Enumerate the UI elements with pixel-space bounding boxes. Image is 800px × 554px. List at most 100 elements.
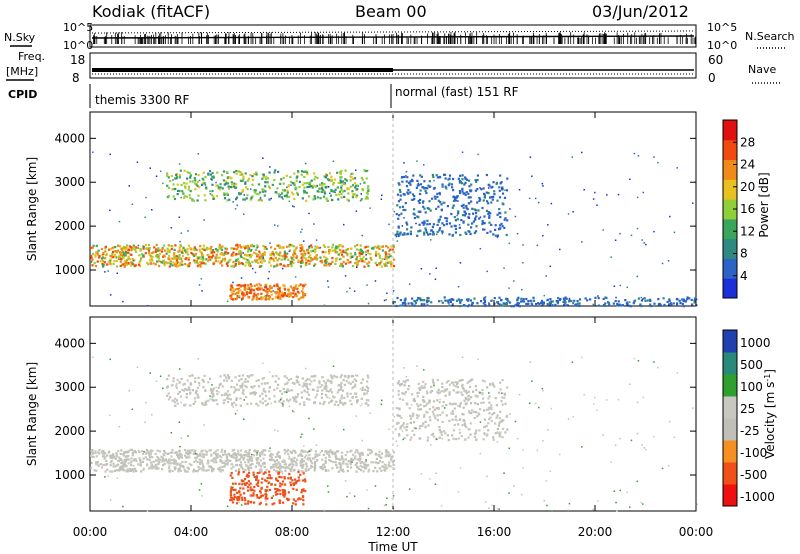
power-point [225, 171, 229, 174]
power-point [131, 203, 134, 205]
power-point [173, 256, 176, 259]
power-point [260, 258, 263, 261]
power-point [280, 192, 284, 195]
power-point [403, 232, 406, 235]
power-point [602, 297, 605, 301]
power-point [216, 250, 219, 253]
power-point [191, 199, 194, 202]
velocity-point [176, 378, 179, 381]
velocity-point [178, 391, 181, 394]
velocity-point [300, 436, 302, 438]
velocity-point [97, 464, 100, 467]
power-point [287, 290, 290, 293]
power-point [438, 191, 441, 195]
power-point [193, 246, 196, 249]
power-point [124, 254, 127, 257]
power-point [188, 265, 191, 268]
power-point [377, 252, 380, 255]
power-point [610, 256, 612, 258]
power-point [397, 234, 400, 237]
power-point [365, 245, 368, 249]
power-point [320, 259, 323, 262]
power-point [384, 256, 387, 259]
power-point [289, 175, 292, 179]
power-point [167, 244, 170, 247]
velocity-point [390, 455, 393, 458]
power-point [450, 212, 453, 216]
power-point [226, 264, 229, 267]
power-cbar-swatch [723, 199, 737, 220]
power-point [141, 253, 144, 256]
velocity-point [174, 461, 177, 464]
power-point [642, 191, 644, 194]
velocity-point [281, 489, 284, 492]
velocity-point [676, 372, 678, 374]
power-point [202, 179, 205, 182]
power-point [202, 247, 205, 250]
power-point [237, 252, 240, 255]
power-point [191, 180, 194, 183]
power-point [222, 179, 225, 182]
velocity-point [550, 407, 553, 410]
velocity-point [220, 456, 223, 459]
power-point [173, 248, 176, 251]
velocity-point [248, 483, 251, 486]
velocity-point [388, 461, 391, 464]
power-point [501, 225, 504, 228]
power-point [319, 256, 322, 259]
power-point [440, 208, 443, 211]
power-point [178, 174, 181, 177]
velocity-point [204, 389, 207, 392]
velocity-point [488, 401, 491, 404]
power-point [357, 263, 360, 266]
velocity-point [433, 408, 436, 411]
velocity-point [289, 398, 292, 401]
power-point [550, 202, 553, 205]
power-point [145, 196, 147, 199]
velocity-point [343, 383, 346, 386]
power-point [304, 293, 307, 296]
velocity-point [504, 402, 507, 405]
power-point [323, 192, 327, 195]
power-point [167, 186, 170, 189]
velocity-point [251, 392, 254, 395]
velocity-point [326, 396, 329, 399]
velocity-point [290, 451, 293, 455]
power-point [624, 299, 627, 302]
velocity-point [375, 452, 378, 456]
power-point [242, 177, 245, 180]
power-point [345, 179, 348, 182]
power-point [499, 303, 502, 306]
power-point [542, 302, 545, 305]
velocity-point [416, 395, 419, 398]
velocity-point [323, 466, 326, 469]
power-point [95, 251, 98, 254]
power-point [223, 183, 226, 186]
velocity-point [236, 496, 239, 499]
power-point [633, 299, 637, 302]
power-point [681, 302, 684, 305]
power-point [325, 176, 328, 179]
power-point [122, 300, 124, 303]
power-point [246, 254, 249, 257]
power-point [127, 262, 130, 265]
velocity-point [514, 420, 517, 423]
velocity-point [183, 389, 186, 392]
power-point [236, 284, 239, 287]
velocity-point [245, 453, 248, 457]
power-point [318, 187, 321, 190]
power-point [238, 296, 240, 299]
power-point [296, 287, 299, 290]
velocity-point [303, 460, 306, 463]
velocity-point [366, 453, 369, 457]
power-point [246, 258, 249, 262]
power-point [485, 173, 488, 177]
velocity-point [241, 374, 244, 377]
power-point [476, 201, 479, 204]
velocity-point [103, 457, 106, 460]
power-point [320, 187, 323, 190]
velocity-point [498, 421, 502, 424]
power-point [300, 231, 302, 233]
power-point [574, 304, 577, 307]
power-point [435, 174, 438, 177]
